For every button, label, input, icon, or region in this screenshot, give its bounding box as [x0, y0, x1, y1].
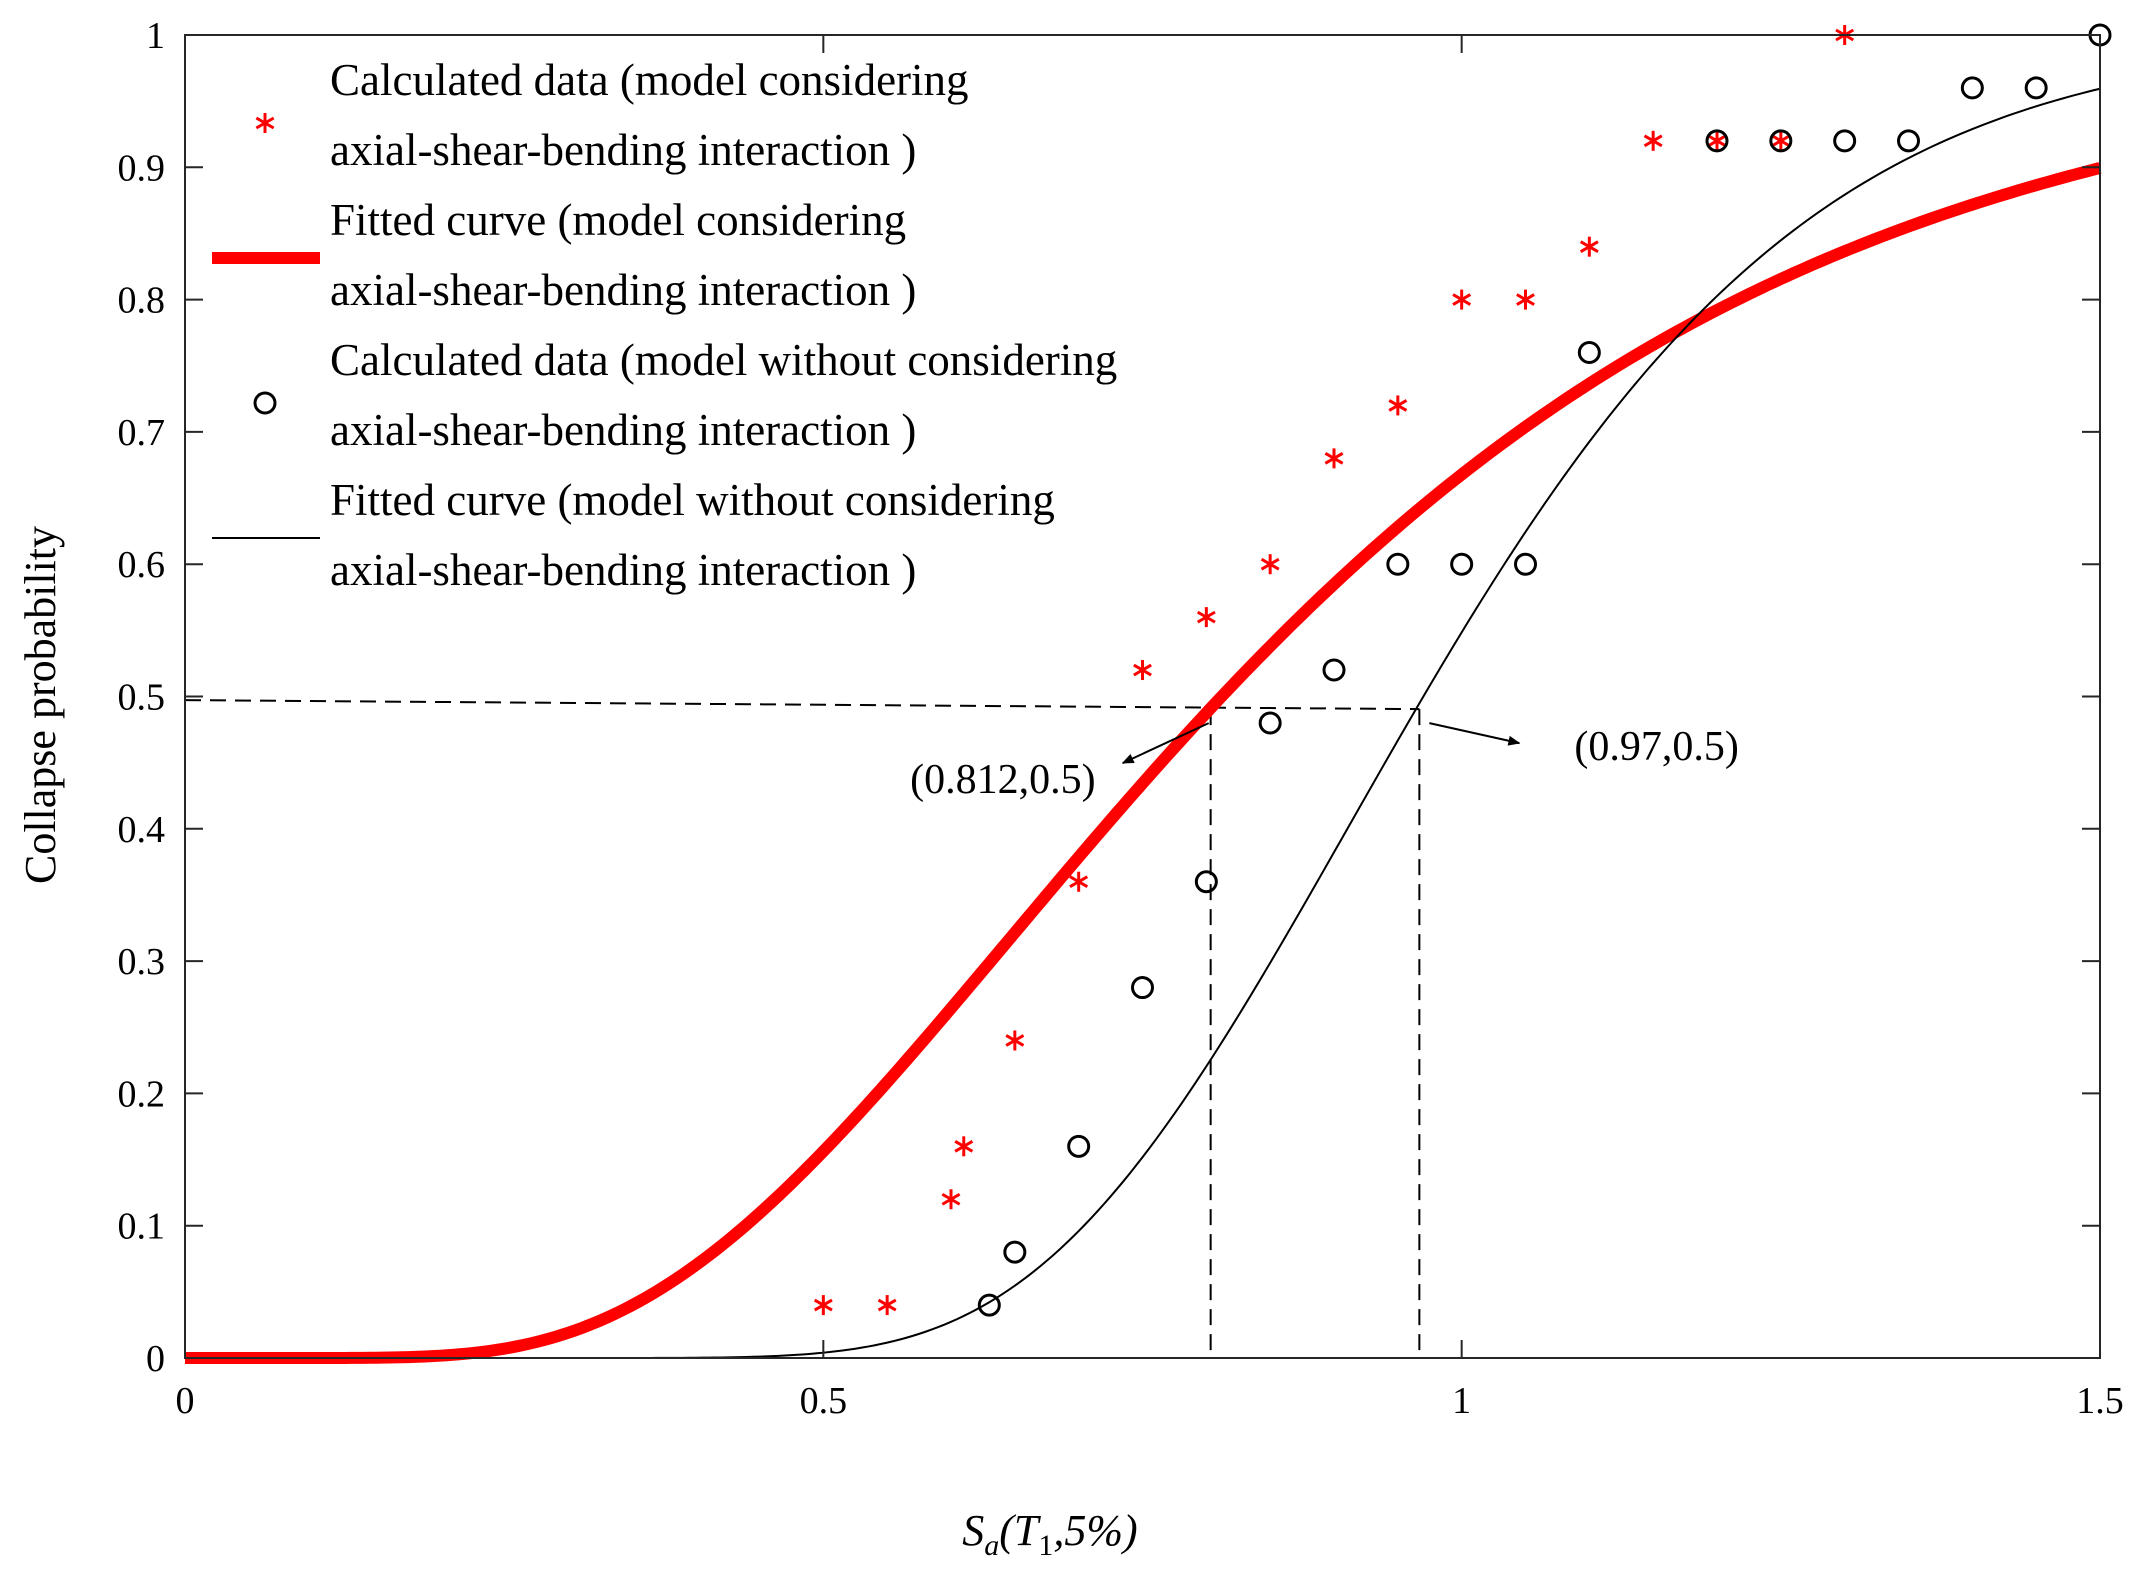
y-tick-label: 1	[146, 15, 165, 57]
data-point-with-interaction	[1771, 130, 1791, 151]
legend-entry-text: axial-shear-bending interaction )	[330, 545, 916, 595]
y-tick-label: 0.7	[118, 412, 166, 454]
y-tick-label: 0.5	[118, 677, 166, 719]
data-point-with-interaction	[1005, 1030, 1025, 1051]
y-axis-label: Collapse probability	[16, 526, 65, 884]
legend-entry-text: Calculated data (model considering	[330, 55, 969, 105]
data-point-with-interaction	[1579, 236, 1599, 257]
data-point-without-interaction	[1131, 976, 1154, 1000]
asterisk-stroke	[954, 1140, 974, 1153]
data-point-with-interaction	[877, 1295, 897, 1316]
x-axis-label-sub: a	[984, 1529, 999, 1562]
legend-entry-text: Calculated data (model without consideri…	[330, 335, 1117, 385]
x-axis-label-rest: ,5%)	[1053, 1506, 1137, 1555]
asterisk-stroke	[1324, 452, 1344, 465]
x-tick-label: 1	[1452, 1380, 1471, 1422]
data-markers	[813, 23, 2112, 1317]
annotation-median-with-interaction: (0.812,0.5)	[910, 757, 1095, 803]
data-point-with-interaction	[941, 1189, 961, 1210]
data-point-with-interaction	[1133, 660, 1152, 681]
data-point-with-interaction	[1388, 395, 1408, 416]
fitted-curve-with-interaction	[185, 162, 2102, 1364]
x-tick-label: 0	[176, 1380, 195, 1422]
x-axis-label: Sa(T1,5%)	[962, 1506, 1137, 1562]
legend-entry-text: axial-shear-bending interaction )	[330, 265, 916, 315]
y-tick-label: 0.1	[118, 1206, 166, 1248]
asterisk-stroke	[1643, 134, 1663, 148]
legend-sample-asterisk	[255, 113, 275, 133]
asterisk-stroke	[1771, 134, 1791, 148]
x-axis-label-sub2: 1	[1038, 1529, 1053, 1562]
asterisk-stroke	[1452, 293, 1472, 306]
y-tick-label: 0.9	[118, 147, 166, 189]
asterisk-stroke	[1133, 663, 1152, 677]
asterisk-stroke	[1196, 610, 1216, 624]
asterisk-stroke	[1579, 240, 1599, 253]
annotation-median-without-interaction: (0.97,0.5)	[1574, 724, 1738, 770]
asterisk-stroke	[1707, 134, 1727, 148]
data-point-with-interaction	[813, 1295, 833, 1316]
data-point-without-interaction	[1258, 711, 1282, 735]
data-point-without-interaction	[1833, 129, 1857, 153]
y-tick-label: 0.3	[118, 941, 166, 983]
data-point-with-interaction	[954, 1136, 974, 1157]
data-point-without-interaction	[1897, 129, 1920, 153]
data-point-without-interaction	[1960, 76, 1984, 100]
legend-sample-circle	[253, 391, 277, 415]
data-point-with-interaction	[1260, 554, 1280, 575]
data-point-with-interaction	[1069, 871, 1089, 892]
data-point-without-interaction	[1769, 129, 1793, 153]
data-point-without-interaction	[1705, 129, 1729, 153]
data-point-with-interaction	[1452, 289, 1472, 310]
data-point-without-interaction	[977, 1293, 1001, 1317]
legend: Calculated data (model considering axial-…	[212, 55, 1117, 595]
data-point-with-interaction	[1643, 130, 1663, 151]
x-axis-label-open: (T	[999, 1506, 1042, 1555]
y-tick-label: 0	[146, 1338, 165, 1380]
y-tick-label: 0.6	[118, 544, 166, 586]
data-point-without-interaction	[1194, 870, 1218, 894]
y-tick-label: 0.2	[118, 1073, 166, 1115]
asterisk-stroke	[1069, 875, 1089, 889]
annotation-arrow-right	[1429, 722, 1521, 746]
data-point-without-interaction	[2024, 76, 2048, 100]
legend-entry-text: Fitted curve (model considering	[330, 195, 906, 245]
y-tick-label: 0.4	[118, 809, 166, 851]
asterisk-stroke	[941, 1192, 961, 1206]
asterisk-stroke	[877, 1298, 897, 1312]
data-point-without-interaction	[1514, 552, 1537, 576]
data-point-with-interaction	[1196, 607, 1216, 628]
data-point-without-interaction	[1450, 552, 1474, 576]
asterisk-stroke	[255, 116, 275, 130]
asterisk-stroke	[813, 1298, 833, 1312]
data-point-without-interaction	[1003, 1240, 1027, 1264]
median-annotations: (0.812,0.5) (0.97,0.5)	[910, 722, 1739, 803]
x-tick-label: 0.5	[800, 1380, 848, 1422]
asterisk-stroke	[1516, 293, 1535, 306]
asterisk-stroke	[1260, 557, 1280, 571]
x-tick-label: 1.5	[2076, 1380, 2124, 1422]
y-tick-label: 0.8	[118, 280, 166, 322]
axis-ticks: 0 0.5 1 1.5 0 0.1 0.2 0.3 0.4 0.5 0.6 0.7 0.8 0.9 1	[118, 15, 2124, 1422]
data-point-without-interaction	[1386, 552, 1410, 576]
data-point-without-interaction	[1067, 1134, 1091, 1158]
annotation-arrow-left	[1121, 722, 1210, 765]
asterisk-stroke	[1388, 399, 1408, 412]
data-point-without-interaction	[1577, 341, 1601, 365]
legend-entry-text: Fitted curve (model without considering	[330, 475, 1055, 525]
data-point-without-interaction	[1322, 658, 1346, 682]
legend-entry-text: axial-shear-bending interaction )	[330, 405, 916, 455]
x-axis-label-main: S	[962, 1506, 984, 1555]
data-point-with-interaction	[1324, 448, 1344, 469]
asterisk-stroke	[1005, 1034, 1025, 1047]
legend-entry-text: axial-shear-bending interaction )	[330, 125, 916, 175]
data-point-with-interaction	[1707, 130, 1727, 151]
data-point-with-interaction	[1516, 289, 1535, 310]
